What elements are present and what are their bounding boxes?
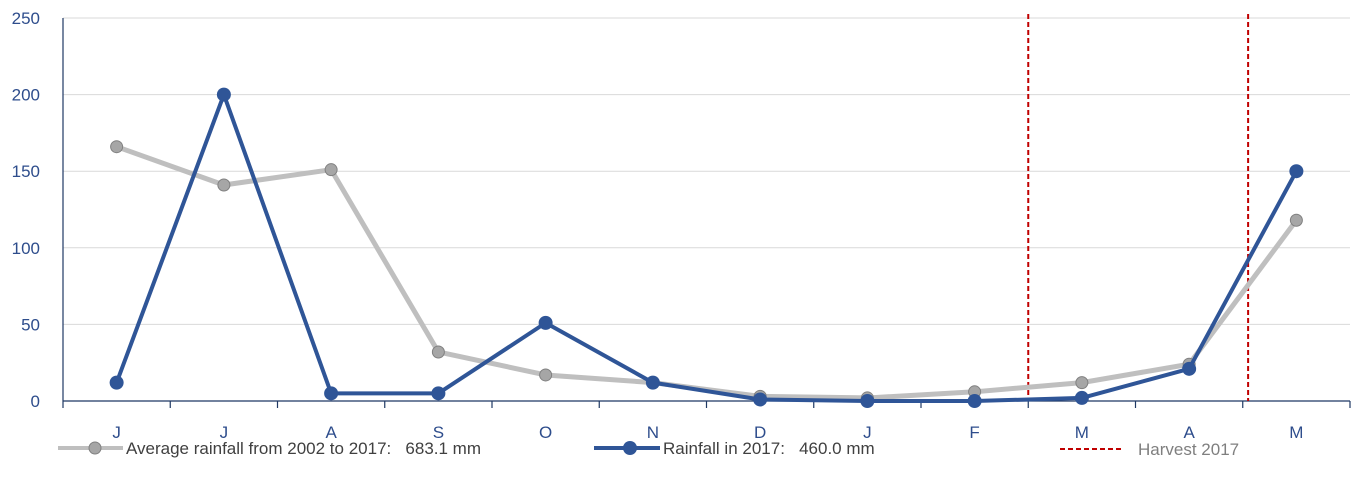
average-rainfall-point [1075, 376, 1089, 390]
legend-harvest-label: Harvest 2017 [1138, 440, 1239, 459]
x-tick-label: J [220, 423, 229, 442]
x-tick-label: D [754, 423, 766, 442]
x-tick-label: J [863, 423, 872, 442]
legend: Average rainfall from 2002 to 2017: 683.… [58, 439, 1239, 459]
rainfall-2017-point [860, 394, 875, 408]
average-rainfall-point [110, 140, 124, 154]
axis-layer: 0 50 100 150 200 250 J J A S O N D J F M A M [12, 9, 1351, 442]
rainfall-2017-point [538, 315, 553, 330]
average-rainfall-point [431, 345, 445, 359]
rainfall-2017-point [967, 394, 982, 408]
y-tick-label: 100 [12, 239, 40, 258]
rainfall-2017-point [324, 386, 339, 401]
average-rainfall-line [115, 144, 1299, 401]
rainfall-2017-point [109, 375, 124, 390]
y-tick-label: 200 [12, 86, 40, 105]
x-tick-label: M [1075, 423, 1089, 442]
y-tick-label: 250 [12, 9, 40, 28]
x-tick-label: A [325, 423, 337, 442]
legend-2017-marker [623, 441, 637, 455]
average-rainfall-point [539, 368, 553, 382]
rainfall-2017-point [431, 386, 446, 401]
rainfall-2017-line [114, 92, 1299, 403]
average-rainfall-point [217, 178, 231, 192]
x-tick-label: A [1183, 423, 1195, 442]
grid-layer [63, 17, 1350, 325]
legend-average-label: Average rainfall from 2002 to 2017: 683.… [126, 439, 481, 458]
rainfall-2017-point [216, 87, 231, 102]
legend-2017-label: Rainfall in 2017: 460.0 mm [663, 439, 875, 458]
y-tick-label: 0 [31, 392, 40, 411]
rainfall-2017-point [1289, 164, 1304, 179]
x-tick-label: N [647, 423, 659, 442]
x-tick-label: S [433, 423, 444, 442]
rainfall-2017-point [1074, 390, 1089, 405]
average-rainfall-point [1289, 213, 1303, 227]
y-tick-label: 150 [12, 162, 40, 181]
y-tick-label: 50 [21, 315, 40, 334]
series-layer [109, 87, 1304, 408]
annotation-layer [1027, 14, 1250, 401]
x-tick-label: F [969, 423, 979, 442]
rainfall-2017-point [645, 375, 660, 390]
x-tick-label: O [539, 423, 552, 442]
average-rainfall-point [324, 163, 338, 177]
x-tick-label: J [112, 423, 121, 442]
rainfall-2017-point [1182, 361, 1197, 376]
legend-average-marker [88, 441, 102, 455]
rainfall-2017-point [753, 392, 768, 407]
x-tick-label: M [1289, 423, 1303, 442]
